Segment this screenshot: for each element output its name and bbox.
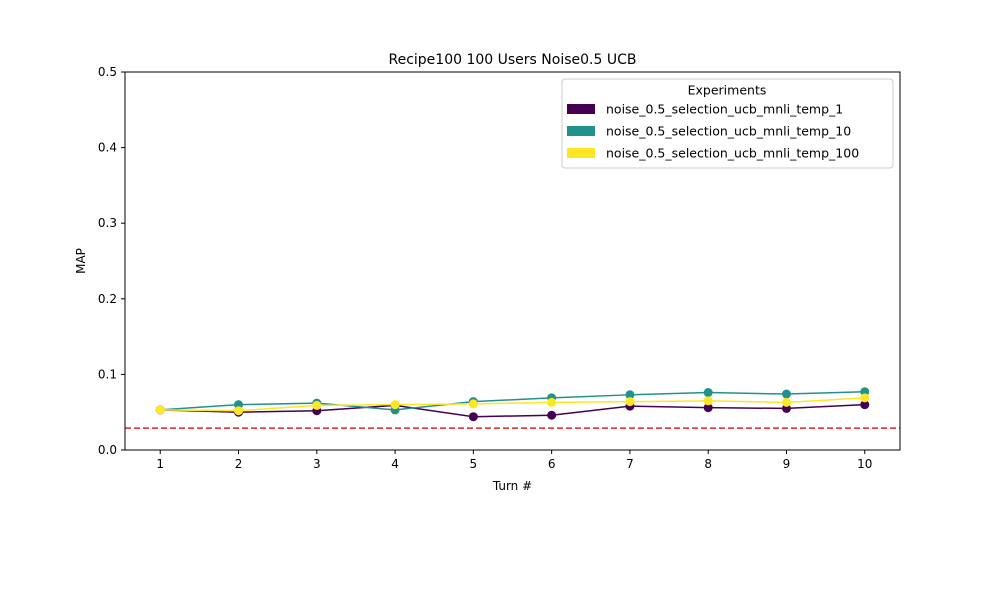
y-axis: 0.0 0.1 0.2 0.3 0.4 0.5 [98, 65, 125, 457]
x-axis: 1 2 3 4 5 6 7 8 9 10 [156, 450, 872, 471]
data-point [547, 410, 557, 420]
data-point [625, 390, 635, 400]
y-tick-label: 0.0 [98, 443, 117, 457]
legend-item: noise_0.5_selection_ucb_mnli_temp_10 [567, 124, 851, 139]
plot-frame [124, 71, 901, 451]
data-point [703, 396, 713, 406]
data-point [703, 403, 713, 413]
legend: Experiments noise_0.5_selection_ucb_mnli… [561, 78, 894, 169]
x-tick-label: 3 [313, 457, 321, 471]
x-axis-label: Turn # [492, 479, 532, 493]
x-tick-label: 8 [704, 457, 712, 471]
x-tick-label: 9 [783, 457, 791, 471]
y-axis-label: MAP [74, 248, 88, 274]
data-point [860, 393, 870, 403]
y-tick-label: 0.2 [98, 292, 117, 306]
y-tick-label: 0.1 [98, 367, 117, 381]
data-point [390, 400, 400, 410]
data-point [234, 406, 244, 416]
legend-frame [561, 78, 894, 169]
legend-label: noise_0.5_selection_ucb_mnli_temp_1 [606, 102, 843, 117]
data-point [860, 400, 870, 410]
legend-title: Experiments [688, 83, 767, 98]
chart-title: Recipe100 100 Users Noise0.5 UCB [389, 52, 637, 68]
data-point [781, 389, 791, 399]
y-tick-label: 0.4 [98, 141, 117, 155]
series-layer [155, 387, 870, 422]
data-point [781, 397, 791, 407]
series-line [160, 403, 865, 418]
data-point [312, 400, 322, 410]
data-point [468, 412, 478, 422]
x-tick-label: 10 [857, 457, 872, 471]
data-point [547, 397, 557, 407]
legend-swatch [567, 148, 595, 158]
data-point [625, 397, 635, 407]
series-3 [155, 393, 870, 416]
x-tick-label: 5 [470, 457, 478, 471]
x-tick-label: 1 [156, 457, 164, 471]
data-point [468, 399, 478, 409]
y-tick-label: 0.3 [98, 216, 117, 230]
legend-item: noise_0.5_selection_ucb_mnli_temp_1 [567, 102, 843, 117]
series-line [160, 397, 865, 412]
x-tick-label: 6 [548, 457, 556, 471]
x-tick-label: 4 [391, 457, 399, 471]
legend-swatch [567, 104, 595, 114]
series-line [160, 391, 865, 411]
legend-label: noise_0.5_selection_ucb_mnli_temp_10 [606, 124, 851, 139]
data-point [703, 388, 713, 398]
legend-item: noise_0.5_selection_ucb_mnli_temp_100 [567, 146, 859, 161]
x-tick-label: 2 [235, 457, 243, 471]
legend-label: noise_0.5_selection_ucb_mnli_temp_100 [606, 146, 859, 161]
y-tick-label: 0.5 [98, 65, 117, 79]
data-point [155, 405, 165, 415]
x-tick-label: 7 [626, 457, 634, 471]
legend-swatch [567, 126, 595, 136]
